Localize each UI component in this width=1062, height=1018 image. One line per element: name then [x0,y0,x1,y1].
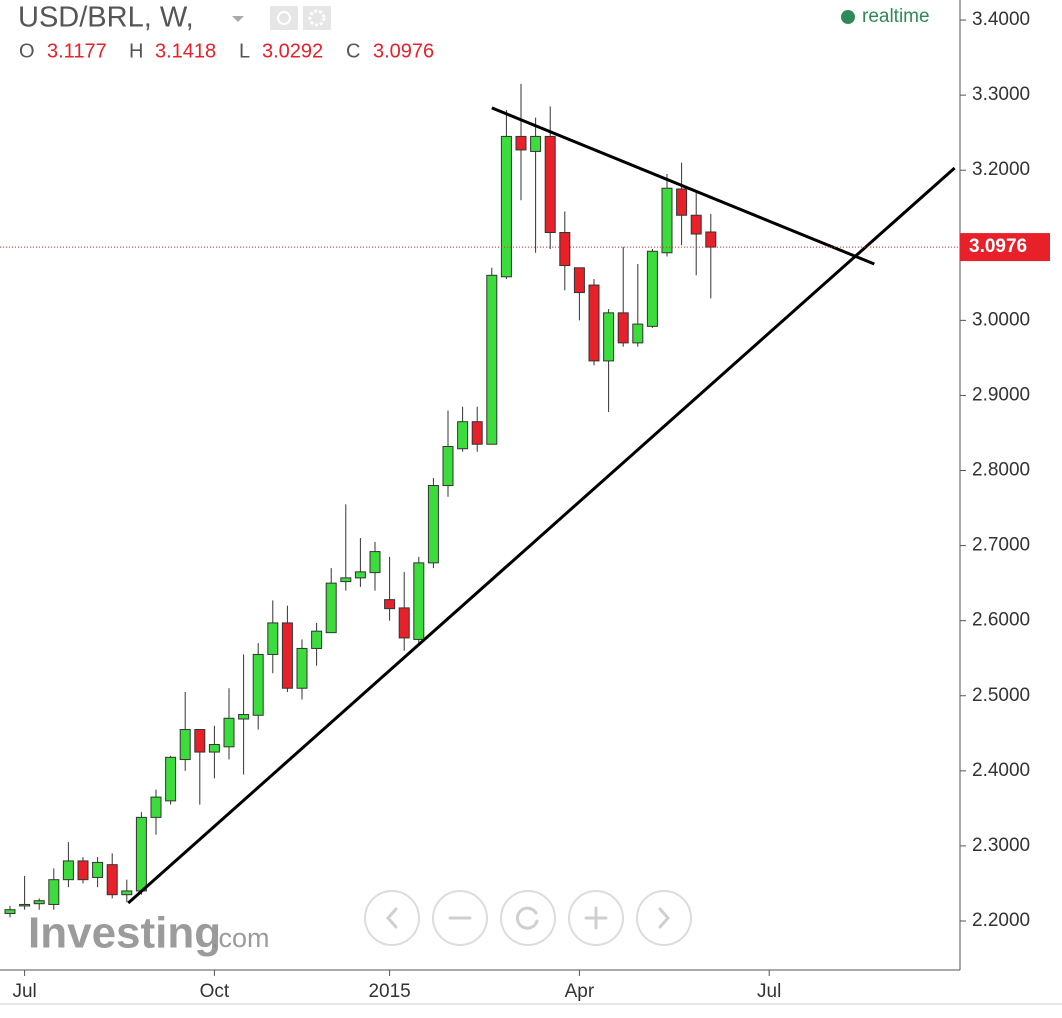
x-tick-label: Jul [12,981,36,1002]
candle-body [471,421,483,445]
y-tick-label: 3.4000 [972,9,1030,30]
candle-body [413,562,425,640]
y-tick-label: 2.5000 [972,685,1030,706]
candle-body [194,729,206,753]
candle-body [267,622,279,655]
candle-body [33,900,45,905]
candle-body [354,571,366,579]
candle-body [384,599,396,610]
ohlc-letter: O [19,40,35,62]
candle-body [340,577,352,583]
ohlc-letter: C [346,40,360,62]
candle-body [121,890,133,896]
x-tick-label: Jul [757,981,781,1002]
y-tick-label: 2.9000 [972,384,1030,405]
candle-body [311,630,323,649]
candle-body [603,312,615,362]
x-tick-label: 2015 [368,981,410,1002]
watermark: .com [211,923,270,953]
ohlc-value: 3.0976 [373,40,434,62]
candle-body [296,647,308,689]
candle-body [559,232,571,267]
y-tick-label: 2.2000 [972,910,1030,931]
candle-body [150,796,162,818]
plot-area [0,83,960,918]
candle-body [77,860,89,881]
left-icon [385,907,398,929]
candle-body [442,445,454,487]
candle-body [92,861,104,878]
candle-body [106,864,118,896]
candle-body [62,860,74,881]
candle-body [179,729,191,761]
dropdown-arrow[interactable] [232,16,244,22]
reset-button[interactable] [500,890,556,946]
right-icon [658,907,671,929]
last-price-label: 3.0976 [969,236,1027,257]
candle-body [208,744,220,753]
candle-body [486,274,498,445]
realtime-dot [841,10,855,24]
candle-body [252,653,264,716]
candle-body [48,879,60,905]
scroll-left-button[interactable] [364,890,420,946]
navigation [364,890,692,946]
candle-body [690,214,702,235]
candle-body [515,135,527,151]
x-tick-label: Apr [565,981,595,1002]
y-tick-label: 3.0000 [972,309,1030,330]
watermark: Investing [28,909,221,958]
ohlc-header: O 3.1177 H 3.1418 L 3.0292 C 3.0976 [19,40,434,62]
y-tick-label: 2.4000 [972,760,1030,781]
y-tick-label: 2.7000 [972,535,1030,556]
candle-body [369,551,381,574]
candle-body [632,323,644,344]
candle-body [646,250,658,327]
candle-body [4,909,16,914]
ohlc-letter: L [239,40,250,62]
realtime-label: realtime [862,6,930,27]
ohlc-value: 3.1177 [47,40,107,62]
y-tick-label: 3.2000 [972,159,1030,180]
candle-body [544,135,556,234]
candle-body [573,267,585,294]
candle-body [617,312,629,344]
candle-body [398,607,410,639]
candle-body [676,188,688,216]
candle-body [135,816,147,892]
last-price-box [960,233,1050,262]
candle-body [165,756,177,802]
candle-body [427,485,439,564]
chart-title: USD/BRL, W, [18,2,194,34]
y-tick-label: 2.3000 [972,835,1030,856]
y-tick-label: 2.6000 [972,610,1030,631]
visibility-button[interactable] [270,6,298,30]
candle-body [325,582,337,634]
candle-body [705,231,717,248]
scroll-right-button[interactable] [636,890,692,946]
candle-body [19,903,31,907]
y-tick-label: 3.3000 [972,84,1030,105]
reset-icon [515,906,539,930]
candle-body [661,187,673,254]
x-tick-label: Oct [200,981,230,1002]
gear-icon [308,9,326,27]
candle-body [238,714,250,720]
ohlc-value: 3.0292 [262,40,323,62]
candle-body [588,284,600,362]
y-tick-label: 2.8000 [972,460,1030,481]
candle-body [223,717,235,748]
candle-body [500,135,512,278]
ohlc-letter: H [129,40,143,62]
eye-icon [277,11,291,25]
ohlc-value: 3.1418 [155,40,216,62]
candle-body [530,135,542,152]
plus-icon [584,906,608,930]
trend-line [491,106,875,266]
candle-body [281,622,293,689]
candle-body [457,421,469,450]
trend-line [127,166,956,905]
